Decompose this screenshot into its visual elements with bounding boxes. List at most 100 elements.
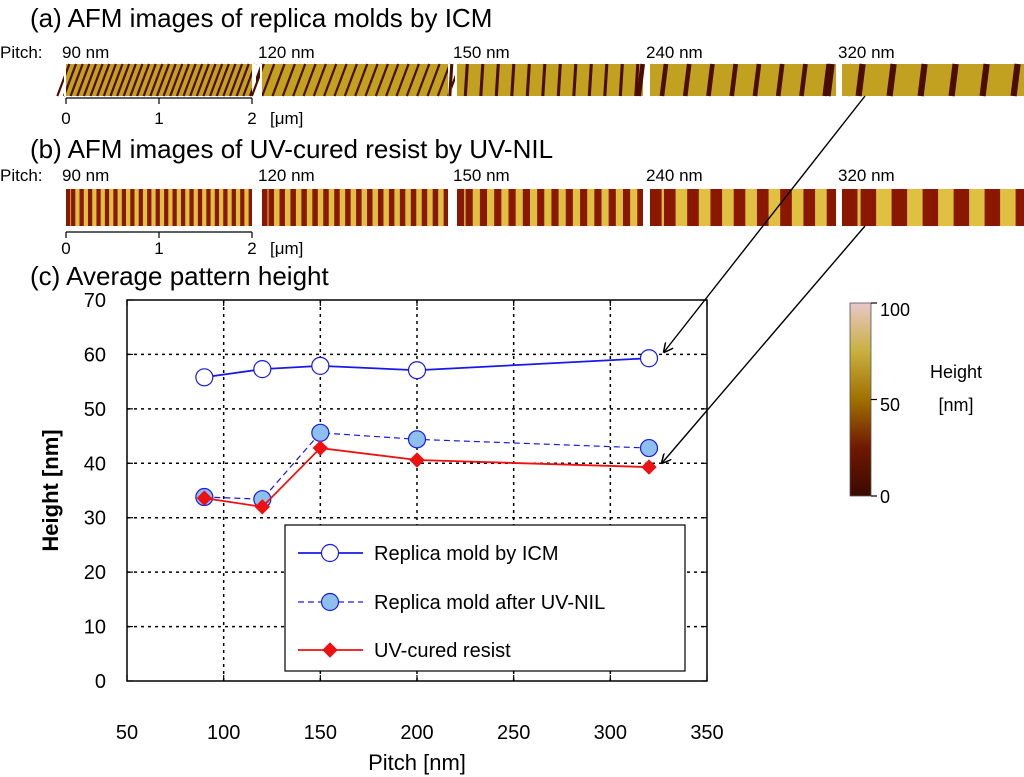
panel-b-scale-bar: 0 1 2 [μm] — [61, 231, 303, 258]
x-tick-label: 350 — [690, 722, 723, 744]
afm-stripe — [136, 63, 151, 97]
afm-stripe — [364, 63, 379, 97]
afm-stripe — [463, 63, 469, 97]
afm-stripe — [292, 63, 307, 97]
afm-stripe — [891, 189, 908, 226]
afm-stripe — [457, 189, 465, 226]
afm-stripe — [96, 189, 101, 226]
afm-image — [840, 189, 1024, 226]
afm-stripe — [917, 63, 928, 97]
afm-stripe — [752, 63, 762, 97]
afm-stripe — [522, 189, 530, 226]
afm-stripe — [448, 63, 454, 97]
series-uv-cured-resist — [196, 440, 657, 515]
x-axis-label: Pitch [nm] — [368, 750, 466, 775]
y-tick-label: 50 — [84, 399, 106, 421]
afm-stripe — [129, 63, 144, 97]
afm-stripe — [240, 189, 245, 226]
afm-image — [64, 189, 256, 226]
data-point — [639, 349, 659, 368]
panel-a-pitch-prefix: Pitch: — [0, 43, 43, 62]
colorbar-unit: [nm] — [938, 395, 973, 415]
afm-stripe — [334, 189, 340, 226]
afm-stripe — [622, 189, 631, 226]
scale-tick-label: 0 — [61, 109, 70, 128]
afm-image-edge — [455, 189, 457, 226]
afm-stripe — [215, 63, 230, 97]
afm-image-edge — [643, 64, 647, 96]
data-point — [322, 642, 338, 658]
afm-stripe — [345, 189, 351, 226]
afm-stripe — [268, 189, 275, 226]
pitch-label: 240 nm — [646, 166, 703, 185]
afm-stripe — [169, 63, 184, 97]
data-point — [407, 361, 427, 380]
colorbar: 100 50 0 Height [nm] — [849, 300, 982, 507]
afm-stripe — [333, 63, 348, 97]
afm-stripe — [824, 63, 835, 97]
afm-stripe — [733, 189, 746, 226]
afm-stripe — [76, 63, 91, 97]
colorbar-tick-label: 100 — [880, 300, 910, 320]
y-tick-label: 40 — [84, 453, 106, 475]
afm-stripe — [775, 63, 785, 97]
afm-image-edge — [836, 189, 840, 226]
afm-stripe — [155, 189, 160, 226]
x-tick-label: 300 — [594, 722, 627, 744]
data-point — [195, 368, 214, 387]
afm-stripe — [142, 63, 157, 97]
afm-stripe — [374, 63, 389, 97]
afm-image-edge — [840, 189, 842, 226]
afm-image-edge — [64, 64, 66, 96]
afm-image — [636, 63, 855, 97]
afm-stripe — [580, 189, 588, 226]
afm-stripe — [172, 189, 177, 226]
data-point — [641, 459, 657, 475]
scale-tick-label: 1 — [154, 239, 163, 258]
afm-image-edge — [648, 64, 650, 96]
data-point — [312, 440, 329, 456]
afm-stripe — [479, 189, 488, 226]
afm-stripe — [1015, 189, 1024, 226]
afm-stripe — [302, 63, 317, 97]
afm-stripe — [594, 189, 602, 226]
plot-frame — [126, 299, 708, 682]
data-point — [311, 423, 330, 442]
afm-stripe — [706, 63, 715, 97]
panel-a-title: (a) AFM images of replica molds by ICM — [30, 3, 492, 33]
scale-tick-label: 2 — [247, 109, 256, 128]
afm-stripe — [663, 189, 676, 226]
afm-stripe — [312, 189, 318, 226]
afm-stripe — [104, 189, 110, 226]
afm-stripe — [860, 189, 877, 226]
y-tick-label: 0 — [95, 671, 106, 693]
afm-stripe — [87, 189, 93, 226]
chart-title: (c) Average pattern height — [30, 261, 329, 291]
afm-stripe — [416, 63, 431, 97]
afm-stripe — [197, 189, 203, 226]
afm-image-edge — [252, 189, 256, 226]
panel-b-images: 90 nm 120 nm 150 nm 240 nm 320 nm — [62, 166, 1024, 226]
afm-stripe — [953, 189, 970, 226]
data-point — [320, 543, 340, 563]
afm-image — [648, 189, 840, 226]
afm-image — [250, 63, 462, 97]
pitch-label: 90 nm — [62, 166, 109, 185]
afm-stripe — [979, 63, 990, 97]
afm-stripe — [525, 63, 531, 97]
afm-stripe — [175, 63, 190, 97]
data-point — [196, 490, 213, 506]
afm-image-edge — [448, 189, 452, 226]
afm-stripe — [214, 189, 220, 226]
y-axis-label: Height [nm] — [38, 429, 63, 551]
afm-image — [56, 63, 264, 97]
afm-stripe — [189, 189, 194, 226]
afm-image-background — [262, 189, 448, 226]
afm-stripe — [281, 63, 296, 97]
x-tick-label: 200 — [400, 722, 433, 744]
afm-stripe — [102, 63, 117, 97]
pitch-label: 120 nm — [258, 166, 315, 185]
colorbar-tick-label: 0 — [880, 487, 890, 507]
scale-tick-label: 0 — [61, 239, 70, 258]
